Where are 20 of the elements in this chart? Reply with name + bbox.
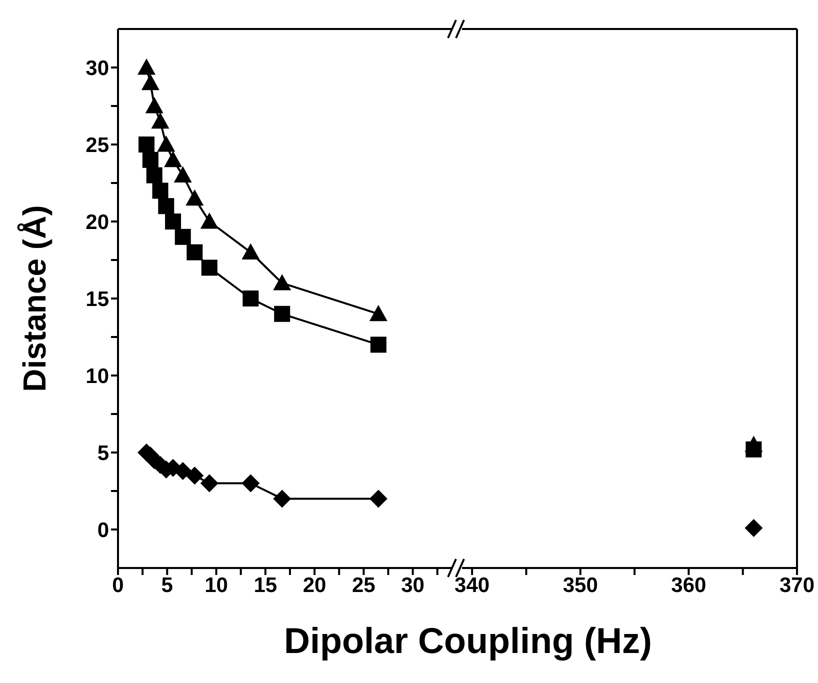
y-axis-title: Distance (Å) xyxy=(16,205,52,392)
x-tick-label: 0 xyxy=(112,574,124,597)
x-tick-label: 340 xyxy=(454,574,490,597)
x-tick-label: 350 xyxy=(562,574,598,597)
y-tick-label: 0 xyxy=(97,518,109,542)
y-tick-label: 25 xyxy=(86,134,110,157)
y-tick-label: 20 xyxy=(86,210,109,234)
x-tick-label: 360 xyxy=(671,574,706,597)
y-tick-label: 15 xyxy=(86,288,110,311)
x-axis-title: Dipolar Coupling (Hz) xyxy=(283,620,653,662)
x-tick-label: 10 xyxy=(204,574,228,597)
x-tick-label: 25 xyxy=(352,574,376,597)
x-tick-label: 20 xyxy=(302,574,326,597)
y-tick-label: 10 xyxy=(86,364,109,388)
x-tick-label: 15 xyxy=(254,574,278,597)
x-tick-label: 5 xyxy=(161,574,174,597)
y-tick-label: 5 xyxy=(97,442,110,465)
x-tick-label: 370 xyxy=(779,574,815,597)
x-tick-label: 30 xyxy=(401,574,424,597)
y-tick-label: 30 xyxy=(86,56,109,80)
